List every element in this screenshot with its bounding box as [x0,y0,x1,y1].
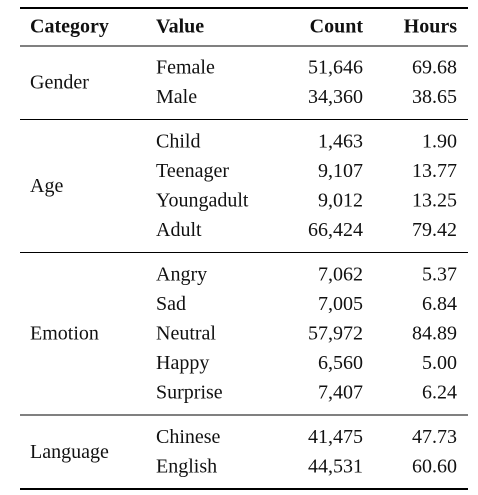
cell: 79.42 [412,219,457,241]
cell: Neutral [156,323,216,345]
cell: 6.24 [422,382,457,404]
cell: Child [156,131,200,153]
cell: 69.68 [412,57,457,79]
cell: 6.84 [422,293,457,315]
cell: 41,475 [308,426,363,448]
cell: 7,005 [318,293,363,315]
cell: Chinese [156,426,221,448]
cell: 9,107 [318,160,363,182]
header-cell: Count [310,16,364,38]
cell: 60.60 [412,456,457,478]
cell: 13.77 [412,160,457,182]
cell: 9,012 [318,190,363,212]
cell: Angry [156,264,207,286]
cell: 5.00 [422,352,457,374]
cell: 13.25 [412,190,457,212]
cell: 57,972 [308,323,363,345]
cell: Sad [156,293,186,315]
cell: 34,360 [308,86,363,108]
cell: Happy [156,352,209,374]
cell: 6,560 [318,352,363,374]
cell: 5.37 [422,264,457,286]
cell: 7,062 [318,264,363,286]
cell: Teenager [156,160,229,182]
cell: 44,531 [308,456,363,478]
cell: 1.90 [422,131,457,153]
cell: 66,424 [308,219,363,241]
category-cell: Emotion [30,323,99,345]
cell: Female [156,57,215,79]
cell: Surprise [156,382,223,404]
category-cell: Gender [30,71,89,93]
cell: English [156,456,217,478]
cell: 1,463 [318,131,363,153]
cell: 38.65 [412,86,457,108]
header-cell: Hours [404,16,458,38]
category-cell: Age [30,175,63,197]
header-cell: Value [156,16,204,38]
cell: Youngadult [156,190,249,212]
cell: 7,407 [318,382,363,404]
cell: Adult [156,219,202,241]
cell: 51,646 [308,57,363,79]
cell: 47.73 [412,426,457,448]
header-cell: Category [30,16,109,38]
category-cell: Language [30,441,109,463]
cell: 84.89 [412,323,457,345]
cell: Male [156,86,197,108]
